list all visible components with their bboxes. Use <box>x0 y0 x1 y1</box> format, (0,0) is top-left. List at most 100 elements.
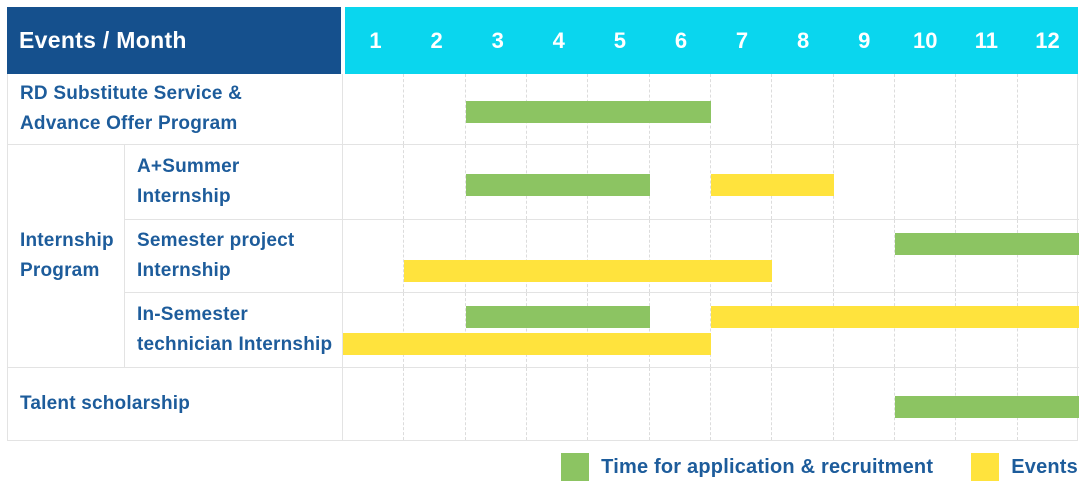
month-gridline-column <box>772 368 834 440</box>
month-label-10: 10 <box>913 27 938 53</box>
group-label-internship-program: Internship Program <box>8 145 125 368</box>
application-recruitment-bar <box>895 233 1079 255</box>
month-gridline-column <box>834 220 895 292</box>
row-label-line: Advance Offer Program <box>20 113 238 134</box>
month-gridline-column <box>1018 293 1079 367</box>
month-gridline-column <box>343 220 405 292</box>
month-gridline-column <box>1018 220 1079 292</box>
month-gridline-column <box>343 145 405 219</box>
legend-label-application: Time for application & recruitment <box>601 455 934 478</box>
month-gridline-column <box>834 293 895 367</box>
month-gridline-column <box>650 220 711 292</box>
legend-item-events: Events <box>971 453 1078 481</box>
month-gridline-column <box>466 368 527 440</box>
month-gridline-column <box>772 293 834 367</box>
application-recruitment-bar <box>465 101 711 123</box>
month-gridline-column <box>404 368 466 440</box>
month-gridline-column <box>650 145 711 219</box>
application-recruitment-bar <box>895 396 1079 418</box>
month-header-strip: 1 2 3 4 5 6 7 8 9 10 11 12 <box>345 7 1078 74</box>
application-recruitment-bar <box>465 174 650 196</box>
month-gridline-column <box>527 368 589 440</box>
month-gridlines <box>343 220 1079 292</box>
month-gridline-column <box>404 74 466 144</box>
month-gridline-column <box>956 74 1018 144</box>
events-month-table: Events / Month 1 2 3 4 5 6 7 8 9 10 11 12 RD Substi… <box>7 7 1079 441</box>
month-label-1: 1 <box>369 27 382 53</box>
chart-row-semester-project <box>342 220 1079 293</box>
month-gridline-column <box>834 368 895 440</box>
month-gridline-column <box>466 293 527 367</box>
chart-row-rd-substitute <box>342 74 1079 145</box>
month-gridline-column <box>343 74 405 144</box>
row-label-in-semester-technician: In-Semester technician Internship <box>125 293 342 368</box>
month-gridline-column <box>404 293 466 367</box>
application-swatch-icon <box>561 453 590 481</box>
row-label-a-plus-summer: A+Summer Internship <box>125 145 342 220</box>
month-gridline-column <box>588 220 650 292</box>
month-label-7: 7 <box>735 27 749 53</box>
row-label-line: Semester project <box>137 230 295 251</box>
month-gridlines <box>343 74 1079 144</box>
row-label-line: In-Semester <box>137 304 248 325</box>
row-label-talent-scholarship: Talent scholarship <box>8 368 342 440</box>
row-label-rd-substitute: RD Substitute Service & Advance Offer Pr… <box>8 74 342 145</box>
month-gridline-column <box>956 293 1018 367</box>
chart-row-in-semester-technician <box>342 293 1079 368</box>
application-recruitment-bar <box>465 306 650 328</box>
month-label-4: 4 <box>552 27 565 53</box>
month-gridline-column <box>1018 145 1079 219</box>
month-gridline-column <box>588 293 650 367</box>
legend-item-application: Time for application & recruitment <box>561 453 933 481</box>
event-bar <box>711 306 1079 328</box>
chart-row-a-plus-summer <box>342 145 1079 220</box>
month-gridline-column <box>895 293 957 367</box>
table-title: Events / Month <box>7 7 341 74</box>
month-gridline-column <box>650 293 711 367</box>
month-gridline-column <box>404 145 466 219</box>
row-label-line: Internship <box>137 260 231 281</box>
month-gridline-column <box>834 74 895 144</box>
month-gridline-column <box>343 293 405 367</box>
row-label-line: Talent scholarship <box>20 393 191 414</box>
month-gridline-column <box>711 368 773 440</box>
row-label-line: A+Summer <box>137 156 240 177</box>
month-gridlines <box>343 293 1079 367</box>
month-gridline-column <box>956 220 1018 292</box>
month-label-12: 12 <box>1035 27 1060 53</box>
month-label-11: 11 <box>974 27 998 53</box>
month-gridline-column <box>834 145 895 219</box>
month-label-5: 5 <box>613 27 626 53</box>
table-header-row: Events / Month 1 2 3 4 5 6 7 8 9 10 11 12 <box>7 7 1078 74</box>
month-label-3: 3 <box>491 27 504 53</box>
month-gridline-column <box>343 368 405 440</box>
month-gridline-column <box>711 74 773 144</box>
row-label-semester-project: Semester project Internship <box>125 220 342 293</box>
month-gridline-column <box>527 220 589 292</box>
month-label-8: 8 <box>796 27 810 53</box>
month-gridline-column <box>466 220 527 292</box>
group-label-line: Program <box>20 260 100 281</box>
events-swatch-icon <box>971 453 1000 481</box>
month-gridline-column <box>527 293 589 367</box>
month-gridline-column <box>711 293 773 367</box>
month-gridline-column <box>956 145 1018 219</box>
table-body: RD Substitute Service & Advance Offer Pr… <box>7 74 1079 441</box>
chart-row-talent-scholarship <box>342 368 1079 440</box>
month-gridline-column <box>895 220 957 292</box>
month-label-9: 9 <box>858 27 871 53</box>
month-label-6: 6 <box>674 27 688 53</box>
month-gridline-column <box>772 220 834 292</box>
month-gridline-column <box>588 368 650 440</box>
legend-label-events: Events <box>1011 455 1078 478</box>
event-bar <box>711 174 834 196</box>
month-label-2: 2 <box>430 27 443 53</box>
month-gridline-column <box>650 368 711 440</box>
row-label-line: Internship <box>137 186 231 207</box>
month-gridline-column <box>711 220 773 292</box>
month-gridline-column <box>772 74 834 144</box>
month-gridline-column <box>895 74 957 144</box>
row-label-line: technician Internship <box>137 334 333 355</box>
legend: Time for application & recruitment Event… <box>7 453 1078 481</box>
